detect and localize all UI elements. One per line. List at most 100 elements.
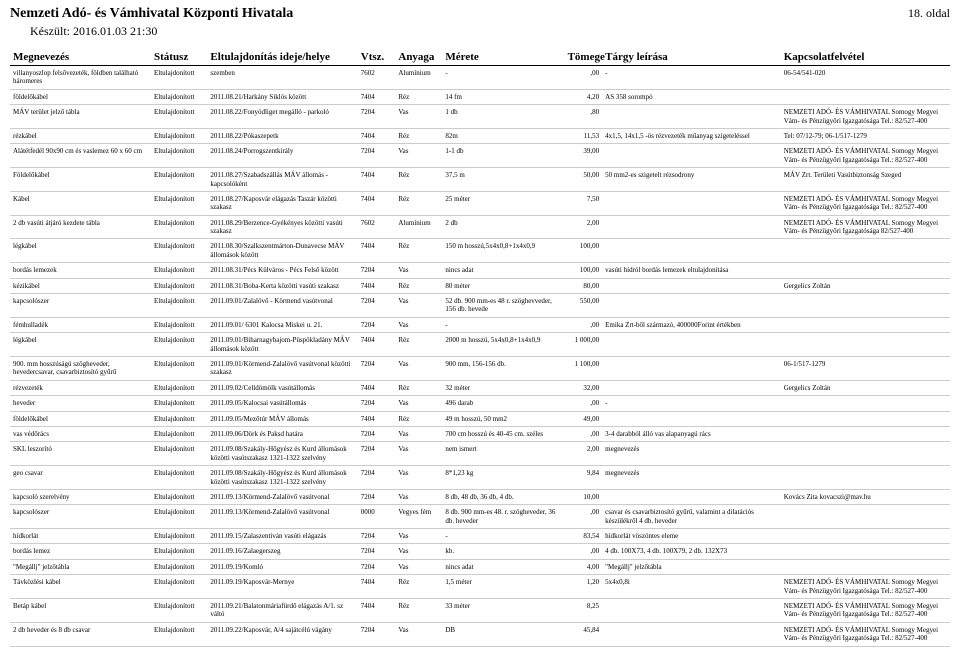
cell-name: Alátétfedél 90x90 cm és vaslemez 60 x 60… (10, 144, 151, 168)
cell-size: 700 cm hosszú és 40-45 cm. széles (442, 426, 564, 441)
cell-status: Eltulajdonított (151, 89, 207, 104)
cell-status: Eltulajdonított (151, 544, 207, 559)
cell-size: 1,5 méter (442, 575, 564, 599)
cell-vtsz: 7204 (358, 105, 396, 129)
cell-size: 52 db. 900 mm-es 48 r. szöghevveder, 156… (442, 294, 564, 318)
cell-status: Eltulajdonított (151, 380, 207, 395)
cell-desc (602, 191, 781, 215)
cell-contact (781, 263, 950, 278)
cell-weight: 10,00 (565, 489, 603, 504)
cell-contact: Gergelics Zoltán (781, 278, 950, 293)
cell-name: kapcsoló szerelvény (10, 489, 151, 504)
cell-size: 2 db (442, 215, 564, 239)
col-status: Státusz (151, 49, 207, 66)
cell-size: 1-1 db (442, 144, 564, 168)
cell-contact (781, 89, 950, 104)
cell-contact: Gergelics Zoltán (781, 380, 950, 395)
cell-status: Eltulajdonított (151, 215, 207, 239)
cell-status: Eltulajdonított (151, 144, 207, 168)
cell-material: Alumínium (395, 215, 442, 239)
cell-weight: 2,00 (565, 442, 603, 466)
cell-size: - (442, 529, 564, 544)
cell-size: 8 db, 48 db, 36 db, 4 db. (442, 489, 564, 504)
cell-desc: csavar és csavarbiztosító gyűrű, valamin… (602, 505, 781, 529)
cell-material: Réz (395, 411, 442, 426)
cell-time: 2011.08.22/Pókaszepetk (207, 128, 357, 143)
cell-size: 8 db. 900 mm-es 48. r. szögheveder, 36 d… (442, 505, 564, 529)
cell-vtsz: 7404 (358, 168, 396, 192)
cell-weight: 1 000,00 (565, 333, 603, 357)
cell-weight: 2,00 (565, 215, 603, 239)
cell-vtsz: 7404 (358, 191, 396, 215)
cell-time: 2011.09.05/Mezőtúr MÁV állomás (207, 411, 357, 426)
cell-status: Eltulajdonított (151, 411, 207, 426)
cell-contact: NEMZETI ADÓ- ÉS VÁMHIVATAL Somogy Megyei… (781, 575, 950, 599)
cell-status: Eltulajdonított (151, 105, 207, 129)
cell-time: 2011.09.01/Zalalövő - Körmend vasútvonal (207, 294, 357, 318)
cell-desc (602, 489, 781, 504)
cell-time: 2011.09.01/Biharnagybajom-Püspökladány M… (207, 333, 357, 357)
cell-time: 2011.09.15/Zalaszentiván vasúti elágazás (207, 529, 357, 544)
cell-size: 25 méter (442, 191, 564, 215)
cell-weight: 80,00 (565, 278, 603, 293)
cell-desc: 4x1,5, 14x1,5 -ös rézvezeték műanyag szi… (602, 128, 781, 143)
cell-contact (781, 294, 950, 318)
cell-size: kb. (442, 544, 564, 559)
cell-vtsz: 7404 (358, 89, 396, 104)
cell-size: nincs adat (442, 559, 564, 574)
table-row: légkábelEltulajdonított2011.08.30/Szalks… (10, 239, 950, 263)
cell-name: geo csavar (10, 466, 151, 490)
cell-name: Távközlési kábel (10, 575, 151, 599)
cell-name: hídkorlát (10, 529, 151, 544)
cell-time: 2011.08.24/Porrogszentkirály (207, 144, 357, 168)
cell-desc (602, 144, 781, 168)
cell-material: Réz (395, 575, 442, 599)
cell-contact: NEMZETI ADÓ- ÉS VÁMHIVATAL Somogy Megyei… (781, 215, 950, 239)
cell-status: Eltulajdonított (151, 317, 207, 332)
cell-weight: 100,00 (565, 239, 603, 263)
cell-material: Vas (395, 105, 442, 129)
cell-contact (781, 442, 950, 466)
cell-time: 2011.09.16/Zalaegerszeg (207, 544, 357, 559)
table-header-row: Megnevezés Státusz Eltulajdonítás ideje/… (10, 49, 950, 66)
cell-size: 49 m hosszú, 50 mm2 (442, 411, 564, 426)
cell-size: 80 méter (442, 278, 564, 293)
table-row: Alátétfedél 90x90 cm és vaslemez 60 x 60… (10, 144, 950, 168)
cell-time: 2011.09.22/Kaposvár, A/4 sajátcélú vágán… (207, 622, 357, 646)
cell-material: Réz (395, 89, 442, 104)
cell-vtsz: 7204 (358, 544, 396, 559)
cell-vtsz: 7204 (358, 317, 396, 332)
cell-contact: NEMZETI ADÓ- ÉS VÁMHIVATAL Somogy Megyei… (781, 105, 950, 129)
cell-contact: NEMZETI ADÓ- ÉS VÁMHIVATAL Somogy Megyei… (781, 599, 950, 623)
cell-time: 2011.09.19/Komló (207, 559, 357, 574)
cell-status: Eltulajdonított (151, 489, 207, 504)
table-row: rézvezetékEltulajdonított2011.09.02/Cell… (10, 380, 950, 395)
cell-desc (602, 215, 781, 239)
cell-weight: 32,00 (565, 380, 603, 395)
table-row: MÁV terület jelző táblaEltulajdonított20… (10, 105, 950, 129)
cell-contact: NEMZETI ADÓ- ÉS VÁMHIVATAL Somogy Megyei… (781, 622, 950, 646)
cell-status: Eltulajdonított (151, 66, 207, 90)
cell-material: Réz (395, 128, 442, 143)
cell-desc: AS 358 sorompó (602, 89, 781, 104)
cell-desc (602, 294, 781, 318)
cell-name: heveder (10, 396, 151, 411)
cell-weight: ,00 (565, 505, 603, 529)
cell-weight: 45,84 (565, 622, 603, 646)
cell-contact (781, 505, 950, 529)
cell-name: rézvezeték (10, 380, 151, 395)
table-row: rézkábelEltulajdonított2011.08.22/Pókasz… (10, 128, 950, 143)
cell-contact: Tel: 07/12-79; 06-1/517-1279 (781, 128, 950, 143)
cell-desc: megnevezés (602, 466, 781, 490)
cell-weight: 83,54 (565, 529, 603, 544)
table-row: villanyoszlop felsővezeték, földben talá… (10, 66, 950, 90)
cell-weight: ,00 (565, 426, 603, 441)
cell-vtsz: 7204 (358, 529, 396, 544)
cell-status: Eltulajdonított (151, 442, 207, 466)
cell-desc: "Megállj" jelzőtábla (602, 559, 781, 574)
cell-name: légkábel (10, 333, 151, 357)
cell-material: Réz (395, 239, 442, 263)
cell-time: 2011.09.13/Körmend-Zalalövő vasútvonal (207, 489, 357, 504)
table-row: hevederEltulajdonított2011.09.05/Kalocsa… (10, 396, 950, 411)
cell-name: földelőkábel (10, 411, 151, 426)
